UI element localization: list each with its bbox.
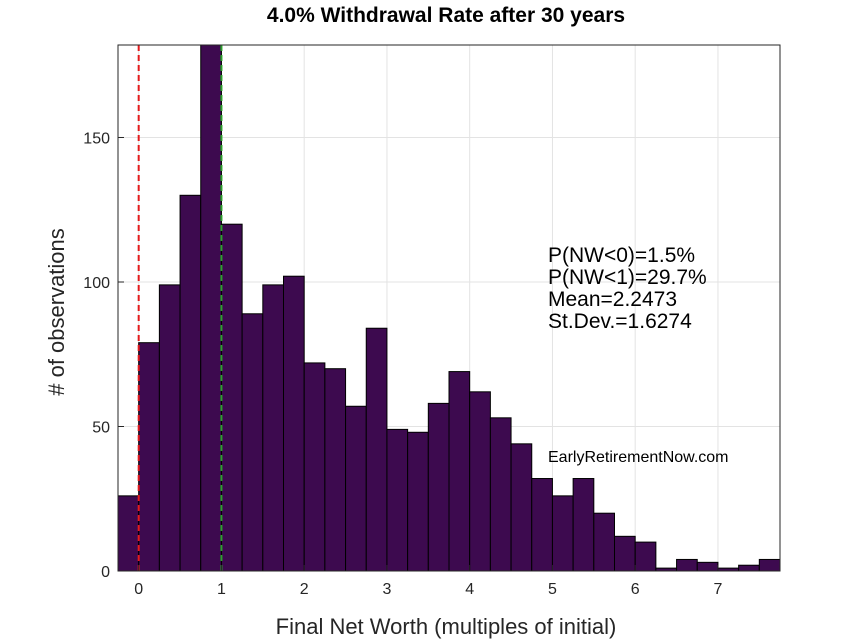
chart-title: 4.0% Withdrawal Rate after 30 years — [267, 4, 625, 27]
histogram-bar-27 — [676, 558, 698, 572]
x-axis-ticks: 0 1 2 3 4 5 6 7 — [134, 565, 722, 598]
histogram-bar-13 — [386, 428, 409, 572]
annotation-p-nw-below-0: P(NW<0)=1.5% — [548, 244, 695, 267]
histogram-bar-20 — [531, 478, 553, 572]
histogram-bar-1 — [138, 342, 160, 572]
histogram-bar-17 — [469, 391, 491, 572]
x-tick-label-2: 2 — [300, 581, 309, 598]
x-tick-label-6: 6 — [631, 581, 640, 598]
y-tick-label-3: 150 — [83, 130, 110, 147]
histogram-bar-3 — [179, 194, 202, 572]
histogram-bar-16 — [448, 371, 471, 572]
x-tick-label-7: 7 — [713, 581, 722, 598]
histogram-bar-11 — [345, 405, 367, 572]
x-tick-label-0: 0 — [134, 581, 143, 598]
histogram-bar-14 — [407, 431, 429, 572]
x-tick-label-5: 5 — [548, 581, 557, 598]
x-tick-label-1: 1 — [217, 581, 226, 598]
histogram-bar-7 — [262, 284, 284, 572]
histogram-bar-24 — [614, 535, 636, 572]
histogram-bar-6 — [241, 313, 264, 572]
y-tick-label-1: 50 — [92, 419, 110, 436]
histogram-bar-0 — [117, 495, 140, 572]
histogram-bar-31 — [758, 558, 781, 572]
histogram-bar-25 — [634, 541, 657, 572]
watermark-text: EarlyRetirementNow.com — [548, 449, 729, 466]
y-tick-label-0: 0 — [101, 564, 110, 581]
histogram-bar-28 — [696, 561, 719, 572]
histogram-bar-4 — [200, 44, 222, 572]
reference-lines — [137, 45, 223, 571]
histogram-bar-15 — [427, 402, 450, 572]
y-axis-label: # of observations — [44, 228, 69, 396]
histogram-bar-2 — [158, 284, 181, 572]
x-axis-label: Final Net Worth (multiples of initial) — [276, 614, 617, 639]
histogram-bar-8 — [283, 275, 305, 572]
histogram-bar-22 — [572, 478, 595, 572]
histogram-bars — [117, 44, 781, 572]
statistics-annotations: P(NW<0)=1.5% P(NW<1)=29.7% Mean=2.2473 S… — [548, 244, 707, 333]
histogram-bar-5 — [220, 223, 243, 572]
histogram-bar-10 — [324, 368, 347, 572]
y-axis-ticks: 0 50 100 150 — [83, 130, 124, 581]
histogram-bar-30 — [738, 564, 760, 572]
annotation-mean: Mean=2.2473 — [548, 288, 677, 311]
histogram-bar-21 — [551, 495, 574, 572]
annotation-p-nw-below-1: P(NW<1)=29.7% — [548, 266, 707, 289]
histogram-bar-9 — [303, 362, 326, 572]
histogram-bar-12 — [365, 327, 388, 572]
histogram-bar-19 — [510, 443, 533, 572]
y-tick-label-2: 100 — [83, 275, 110, 292]
plot-area-frame — [117, 44, 781, 572]
annotation-std-dev: St.Dev.=1.6274 — [548, 310, 692, 333]
histogram-bar-18 — [489, 417, 512, 572]
histogram-bar-23 — [593, 512, 615, 572]
x-tick-label-4: 4 — [465, 581, 474, 598]
x-tick-label-3: 3 — [382, 581, 391, 598]
